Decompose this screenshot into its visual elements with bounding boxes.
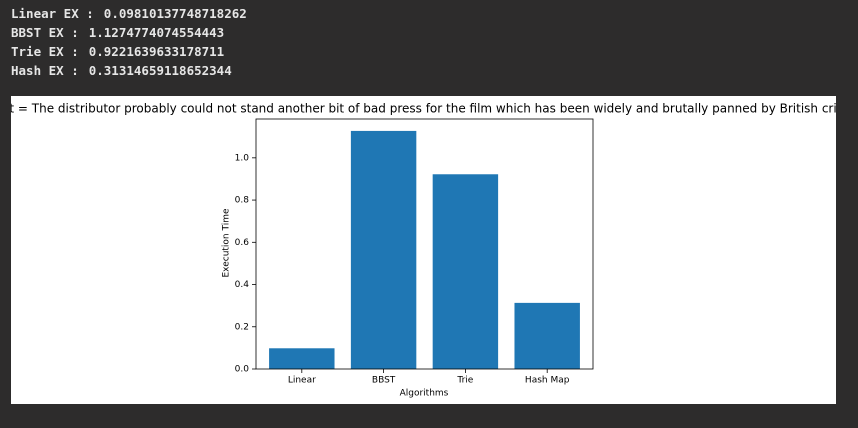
output-line: Linear EX : 0.09810137748718262 [11,6,247,25]
output-value: 0.31314659118652344 [88,63,232,78]
chart: text = The distributor probably could no… [11,96,836,404]
y-tick-label: 0.0 [235,365,250,375]
output-value: 0.9221639633178711 [88,44,225,59]
output-line: Trie EX : 0.9221639633178711 [11,44,247,63]
output-label: Trie EX : [11,44,79,59]
bar [514,302,580,369]
chart-title: text = The distributor probably could no… [11,102,836,116]
y-tick-label: 0.2 [235,322,249,332]
plot-frame [255,118,594,370]
output-label: Hash EX : [11,63,79,78]
y-tick-label: 0.4 [235,280,250,290]
output-value: 0.09810137748718262 [103,6,247,21]
console-output: Linear EX : 0.09810137748718262 BBST EX : 1… [11,6,247,82]
output-label: BBST EX : [11,25,79,40]
bar [269,348,335,369]
y-tick-label: 0.6 [235,238,250,248]
x-tick-label: Hash Map [525,376,570,386]
output-line: BBST EX : 1.1274774074554443 [11,25,247,44]
bar [432,174,499,369]
y-axis-label: Execution Time [222,208,232,278]
output-line: Hash EX : 0.31314659118652344 [11,63,247,82]
x-tick-label: Trie [456,376,473,386]
y-tick-label: 0.8 [235,196,250,206]
x-tick-label: Linear [288,376,316,386]
y-tick-label: 1.0 [235,153,250,163]
x-tick-label: BBST [372,376,396,386]
x-axis-label: Algorithms [400,389,449,399]
output-label: Linear EX : [11,6,94,21]
bar [350,130,417,369]
output-value: 1.1274774074554443 [88,25,225,40]
